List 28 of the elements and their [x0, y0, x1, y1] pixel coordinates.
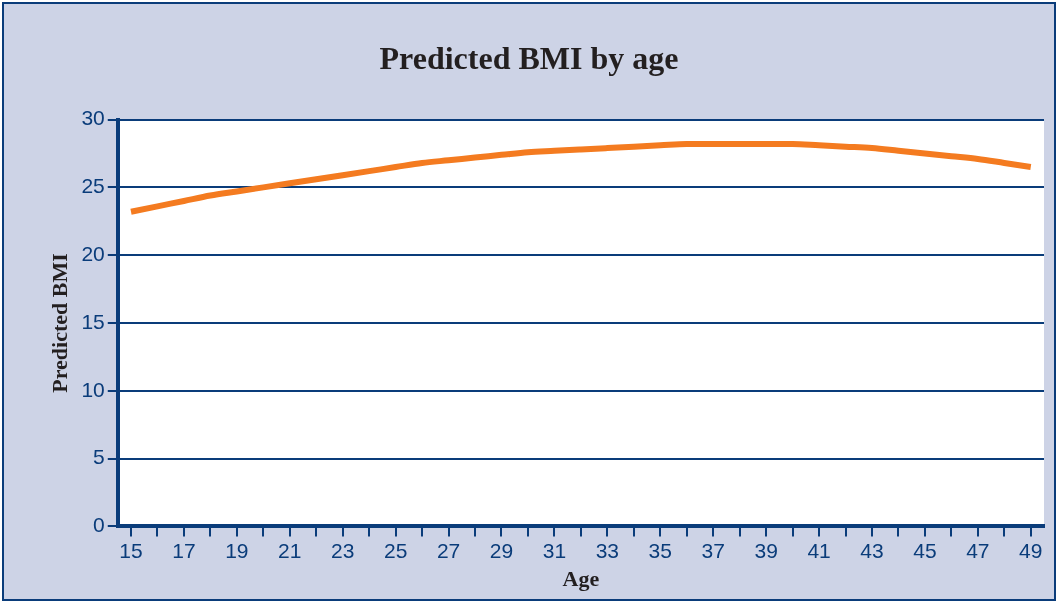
y-tick-label: 30	[81, 106, 105, 130]
y-tick-label: 15	[81, 309, 105, 333]
x-tick-label: 17	[172, 538, 196, 562]
x-tick-label: 31	[542, 538, 567, 562]
x-axis-title: Age	[562, 566, 600, 592]
x-tick-label: 49	[1019, 538, 1043, 562]
x-tick-label: 35	[648, 538, 672, 562]
x-tick-label: 41	[807, 538, 831, 562]
x-tick-label: 23	[331, 538, 355, 562]
chart-title: Predicted BMI by age	[378, 40, 680, 77]
x-tick-label: 25	[383, 538, 408, 562]
x-tick-label: 29	[489, 538, 514, 562]
y-tick-label: 0	[93, 513, 105, 537]
x-tick-label: 43	[860, 538, 884, 562]
y-axis-title: Predicted BMI	[46, 253, 72, 393]
x-tick-label: 15	[119, 538, 143, 562]
y-tick-label: 10	[81, 377, 105, 401]
x-tick-label: 19	[225, 538, 249, 562]
x-tick-label: 27	[436, 538, 461, 562]
x-tick-label: 37	[701, 538, 725, 562]
x-tick-label: 21	[278, 538, 302, 562]
x-tick-label: 45	[913, 538, 937, 562]
y-tick-label: 5	[93, 445, 105, 469]
y-tick-label: 25	[81, 174, 105, 198]
x-tick-label: 39	[754, 538, 778, 562]
y-tick-label: 20	[81, 242, 105, 265]
x-tick-label: 33	[595, 538, 620, 562]
x-tick-label: 47	[966, 538, 990, 562]
